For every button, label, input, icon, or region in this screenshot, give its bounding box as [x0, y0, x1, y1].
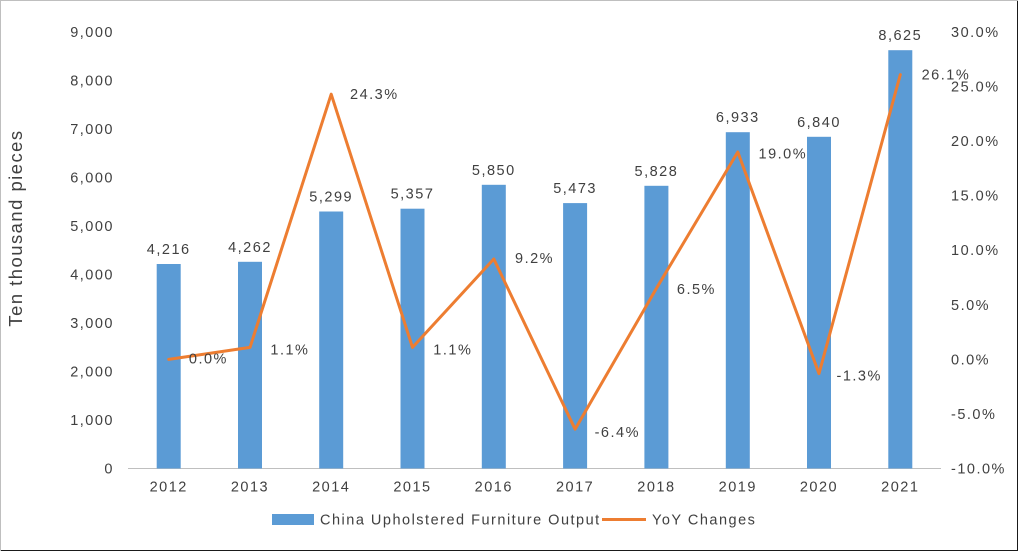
svg-text:5,357: 5,357	[391, 187, 435, 203]
svg-text:8,625: 8,625	[878, 28, 922, 44]
svg-text:-10.0%: -10.0%	[951, 462, 1006, 478]
svg-text:9,000: 9,000	[70, 25, 114, 41]
svg-text:2019: 2019	[719, 480, 757, 496]
svg-text:0: 0	[104, 462, 114, 478]
svg-text:2012: 2012	[150, 480, 188, 496]
svg-text:6,933: 6,933	[716, 110, 760, 126]
svg-text:2015: 2015	[393, 480, 431, 496]
svg-text:24.3%: 24.3%	[350, 87, 399, 103]
svg-text:China Upholstered Furniture Ou: China Upholstered Furniture Output	[320, 513, 601, 529]
svg-text:5,473: 5,473	[553, 181, 597, 197]
svg-text:1,000: 1,000	[70, 413, 114, 429]
svg-text:5,828: 5,828	[635, 164, 679, 180]
svg-text:-5.0%: -5.0%	[951, 407, 996, 423]
svg-text:5.0%: 5.0%	[951, 298, 990, 314]
svg-text:2013: 2013	[231, 480, 269, 496]
svg-text:6,000: 6,000	[70, 171, 114, 187]
svg-text:-6.4%: -6.4%	[595, 425, 640, 441]
svg-text:1.1%: 1.1%	[270, 342, 309, 358]
svg-text:1.1%: 1.1%	[433, 342, 472, 358]
svg-text:YoY Changes: YoY Changes	[652, 513, 756, 529]
svg-text:-1.3%: -1.3%	[837, 368, 882, 384]
svg-text:5,000: 5,000	[70, 219, 114, 235]
svg-text:20.0%: 20.0%	[951, 134, 1000, 150]
svg-text:2,000: 2,000	[70, 365, 114, 381]
svg-text:5,299: 5,299	[309, 190, 353, 206]
svg-text:2021: 2021	[881, 480, 919, 496]
svg-text:4,216: 4,216	[147, 242, 191, 258]
svg-text:2020: 2020	[800, 480, 838, 496]
svg-text:9.2%: 9.2%	[515, 251, 554, 267]
svg-text:15.0%: 15.0%	[951, 189, 1000, 205]
svg-text:6,840: 6,840	[797, 115, 841, 131]
svg-text:0.0%: 0.0%	[951, 352, 990, 368]
svg-text:19.0%: 19.0%	[759, 147, 808, 163]
svg-text:2017: 2017	[556, 480, 594, 496]
svg-text:6.5%: 6.5%	[677, 282, 716, 298]
svg-text:26.1%: 26.1%	[922, 68, 971, 84]
svg-text:2014: 2014	[312, 480, 350, 496]
svg-text:30.0%: 30.0%	[951, 25, 1000, 41]
svg-text:8,000: 8,000	[70, 74, 114, 90]
svg-text:3,000: 3,000	[70, 316, 114, 332]
svg-text:0.0%: 0.0%	[189, 352, 228, 368]
svg-text:2018: 2018	[637, 480, 675, 496]
svg-text:5,850: 5,850	[472, 163, 516, 179]
svg-text:10.0%: 10.0%	[951, 243, 1000, 259]
svg-text:4,262: 4,262	[228, 240, 272, 256]
svg-text:7,000: 7,000	[70, 122, 114, 138]
svg-text:2016: 2016	[475, 480, 513, 496]
svg-text:4,000: 4,000	[70, 268, 114, 284]
svg-text:Ten thousand pieces: Ten thousand pieces	[5, 129, 26, 326]
